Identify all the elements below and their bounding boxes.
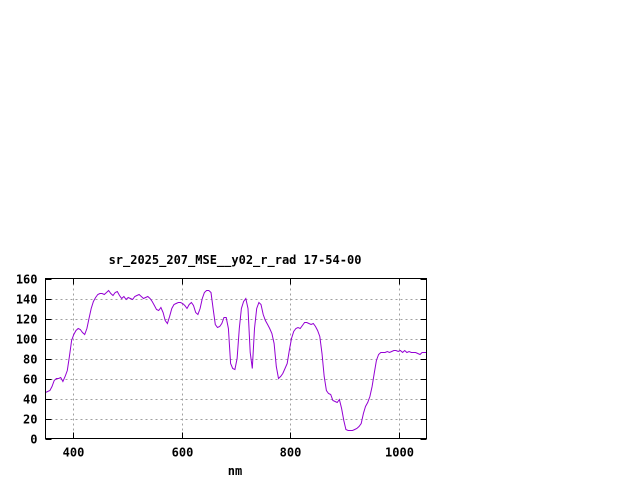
y-tick-label: 140: [16, 293, 38, 307]
x-tick-label: 400: [63, 446, 85, 460]
series-line: [45, 289, 427, 431]
y-tick-label: 120: [16, 313, 38, 327]
plot-frame: [45, 278, 427, 439]
chart-title: sr_2025_207_MSE__y02_r_rad 17-54-00: [109, 253, 362, 268]
grid-lines: [45, 278, 427, 439]
y-tick-label: 20: [23, 413, 37, 427]
y-tick-label: 60: [23, 373, 37, 387]
x-tick-label: 800: [280, 446, 302, 460]
x-tick-label: 1000: [385, 446, 414, 460]
y-tick-label: 0: [30, 433, 37, 447]
y-tick-label: 80: [23, 353, 37, 367]
y-tick-label: 40: [23, 393, 37, 407]
x-axis-label: nm: [228, 464, 242, 478]
axes: 0 20 40 60 80 100 120 140 160 400 600 800 1000: [16, 273, 427, 460]
y-tick-label: 100: [16, 333, 38, 347]
y-tick-label: 160: [16, 273, 38, 287]
series-layer: [45, 289, 427, 431]
x-tick-label: 600: [172, 446, 194, 460]
